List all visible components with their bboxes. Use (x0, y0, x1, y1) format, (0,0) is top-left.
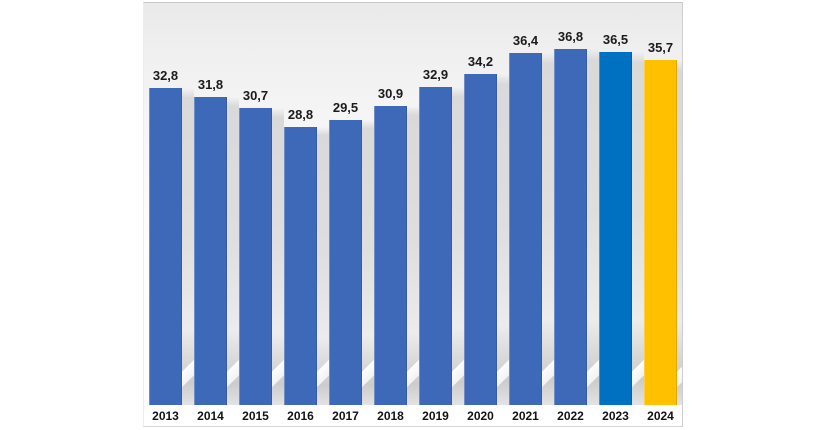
value-label-2020: 34,2 (467, 54, 494, 69)
year-label-2024: 2024 (647, 409, 674, 423)
bar-drop-shadow (182, 88, 194, 405)
bar-slot-2023: 36,5 (599, 3, 644, 405)
year-label-2018: 2018 (377, 409, 404, 423)
bar-2022 (554, 49, 587, 405)
bar-2023 (599, 52, 632, 405)
bar-2019 (419, 87, 452, 405)
year-label-2022: 2022 (557, 409, 584, 423)
year-label-2023: 2023 (602, 409, 629, 423)
bar-slot-2015: 30,7 (239, 3, 284, 405)
bar-drop-shadow (317, 127, 329, 405)
year-label-2013: 2013 (152, 409, 179, 423)
bar-slot-2024: 35,7 (644, 3, 682, 405)
value-label-2023: 36,5 (602, 32, 629, 47)
bar-slot-2017: 29,5 (329, 3, 374, 405)
bar-2015 (239, 108, 272, 405)
value-label-2022: 36,8 (557, 29, 584, 44)
bar-2013 (149, 88, 182, 405)
value-label-2014: 31,8 (197, 77, 224, 92)
bar-2024 (644, 60, 677, 405)
value-label-2017: 29,5 (332, 100, 359, 115)
year-label-2019: 2019 (422, 409, 449, 423)
bar-slot-2013: 32,8 (149, 3, 194, 405)
year-label-2020: 2020 (467, 409, 494, 423)
bar-slot-2014: 31,8 (194, 3, 239, 405)
bar-2021 (509, 53, 542, 405)
year-label-2017: 2017 (332, 409, 359, 423)
bar-drop-shadow (542, 53, 554, 405)
bar-drop-shadow (452, 87, 464, 405)
value-label-2024: 35,7 (647, 40, 674, 55)
bar-2020 (464, 74, 497, 405)
bar-drop-shadow (677, 60, 682, 405)
bar-drop-shadow (632, 52, 644, 405)
bar-drop-shadow (272, 108, 284, 405)
x-axis-labels: 2013 2014 2015 2016 2017 2018 2019 2020 2021 2022… (149, 405, 682, 426)
bar-2014 (194, 97, 227, 405)
bar-2017 (329, 120, 362, 405)
bar-slot-2022: 36,8 (554, 3, 599, 405)
bar-drop-shadow (407, 106, 419, 405)
value-label-2016: 28,8 (287, 107, 314, 122)
bar-drop-shadow (362, 120, 374, 405)
chart-panel: 32,8 31,8 30,7 28,8 29,5 30,9 32,9 34,2 36,4 36,8… (143, 2, 683, 427)
bar-2016 (284, 127, 317, 405)
bar-slot-2019: 32,9 (419, 3, 464, 405)
value-label-2018: 30,9 (377, 86, 404, 101)
year-label-2014: 2014 (197, 409, 224, 423)
year-label-2016: 2016 (287, 409, 314, 423)
bar-drop-shadow (227, 97, 239, 405)
value-label-2013: 32,8 (152, 68, 179, 83)
bar-slot-2021: 36,4 (509, 3, 554, 405)
value-label-2021: 36,4 (512, 33, 539, 48)
bar-slot-2016: 28,8 (284, 3, 329, 405)
year-label-2021: 2021 (512, 409, 539, 423)
value-label-2019: 32,9 (422, 67, 449, 82)
year-label-2015: 2015 (242, 409, 269, 423)
bar-slot-2018: 30,9 (374, 3, 419, 405)
bar-2018 (374, 106, 407, 405)
bar-slot-2020: 34,2 (464, 3, 509, 405)
bar-drop-shadow (497, 74, 509, 405)
bar-drop-shadow (587, 49, 599, 405)
value-label-2015: 30,7 (242, 88, 269, 103)
plot-area: 32,8 31,8 30,7 28,8 29,5 30,9 32,9 34,2 36,4 36,8… (149, 3, 682, 405)
